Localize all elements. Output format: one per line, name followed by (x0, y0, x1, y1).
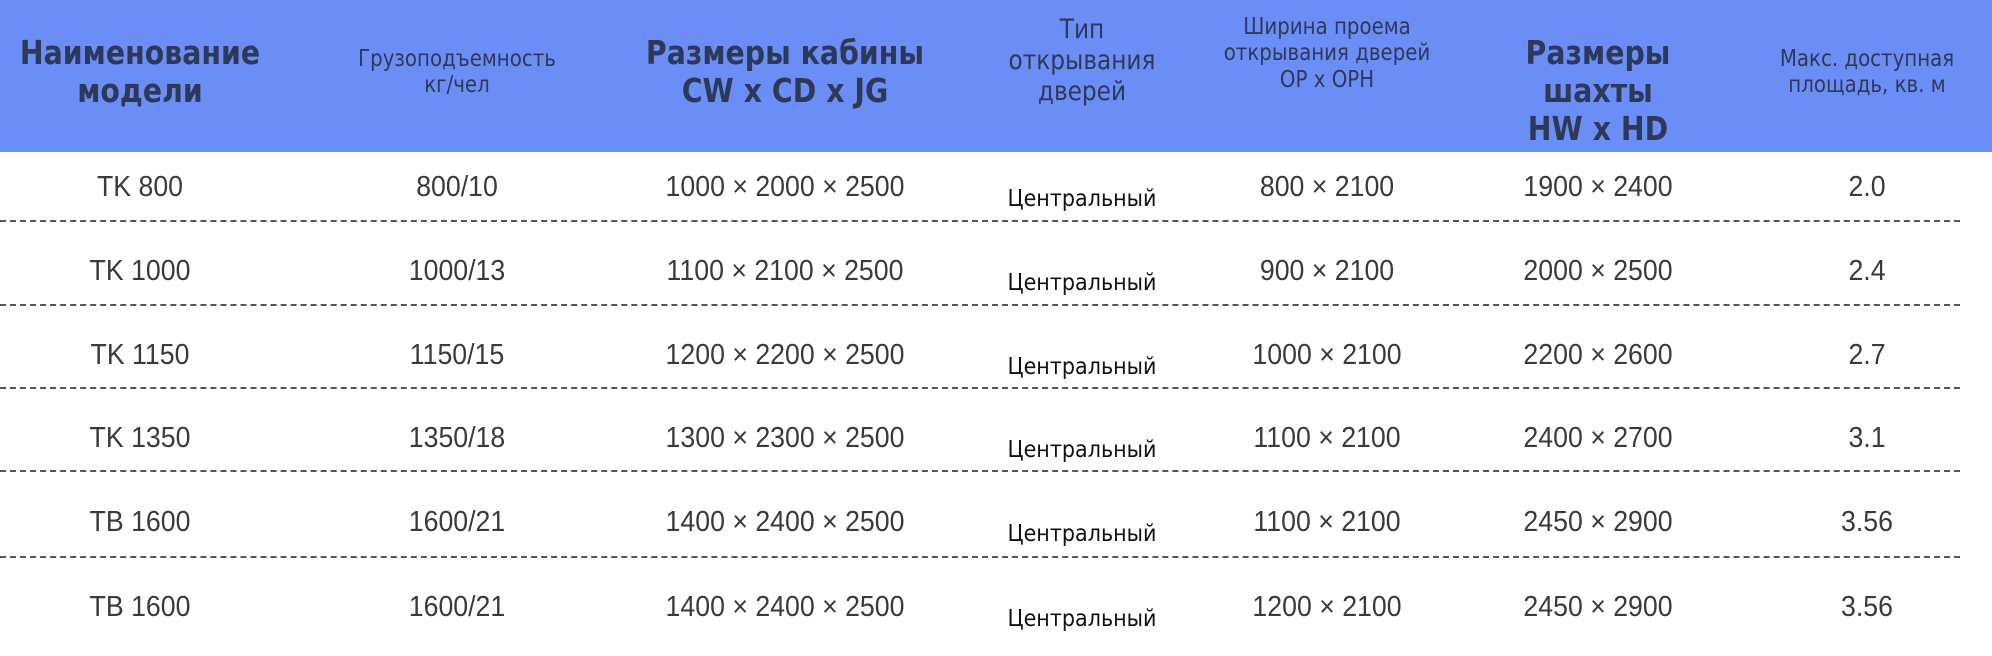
column-header-line: Грузоподъемность (358, 46, 556, 72)
column-header: Тип открывания дверей (996, 0, 1168, 166)
column-header-line: HW x HD (1527, 108, 1669, 148)
table-cell: 1200 × 2200 × 2500 (665, 338, 905, 371)
table-row: TK 1150 1150/15 1200 × 2200 × 2500 Централь… (0, 320, 1992, 404)
column-header: Размеры шахты HW x HD (1469, 0, 1727, 186)
table-cell: 1400 × 2400 × 2500 (665, 505, 905, 538)
table-cell: 2.4 (1848, 254, 1886, 287)
table-row: TK 1000 1000/13 1100 × 2100 × 2500 Централь… (0, 236, 1992, 320)
table-cell: 2450 × 2900 (1523, 505, 1673, 538)
table-cell: 800/10 (416, 170, 498, 203)
table-header: Наименование модели Грузоподъемность кг/чел… (0, 0, 1992, 152)
column-header-line: дверей (1037, 76, 1127, 108)
column-header-line: кг/чел (424, 72, 490, 99)
table-cell: TK 1000 (89, 254, 191, 287)
column-header: Наименование модели (11, 0, 269, 186)
table-row: TK 800 800/10 1000 × 2000 × 2500 Центральны… (0, 152, 1992, 236)
table-cell: 900 × 2100 (1259, 254, 1395, 287)
table-cell: 2200 × 2600 (1523, 338, 1673, 371)
column-header: Грузоподъемность кг/чел (328, 0, 586, 198)
row-divider (0, 387, 1960, 389)
table-cell: 1350/18 (408, 421, 506, 454)
table-cell: 1400 × 2400 × 2500 (665, 590, 905, 623)
table-cell: 1100 × 2100 (1253, 421, 1401, 454)
column-header-line: площадь, кв. м (1788, 72, 1946, 99)
table-cell: TK 1350 (89, 421, 191, 454)
column-header-line: Ширина проема (1243, 14, 1411, 40)
column-header-line: модели (77, 70, 203, 110)
table-cell: Центральный (1007, 437, 1157, 463)
column-header-line: открывания дверей (1223, 40, 1431, 67)
table-cell: Центральный (1007, 354, 1157, 380)
column-header: Ширина проема открывания дверей OP x OPH (1198, 0, 1456, 166)
table-cell: 2.0 (1848, 170, 1886, 203)
row-divider (0, 220, 1960, 222)
table-cell: 1200 × 2100 (1252, 590, 1402, 623)
table-cell: 1000 × 2000 × 2500 (665, 170, 905, 203)
column-header: Макс. доступная площадь, кв. м (1755, 0, 1979, 198)
table-cell: 1900 × 2400 (1523, 170, 1673, 203)
column-header-line: OP x OPH (1279, 66, 1375, 93)
table-cell: 1150/15 (409, 338, 505, 371)
column-header-line: Тип (1059, 14, 1105, 45)
table-cell: TB 1600 (89, 505, 191, 538)
table-cell: 1600/21 (408, 505, 506, 538)
table-cell: TK 800 (96, 170, 184, 203)
table-cell: 1000/13 (408, 254, 506, 287)
column-header-line: Размеры шахты (1525, 33, 1671, 110)
table-cell: 3.56 (1841, 590, 1893, 623)
row-divider (0, 556, 1960, 558)
column-header-line: открывания (1008, 45, 1156, 77)
table-row: TB 1600 1600/21 1400 × 2400 × 2500 Централь… (0, 487, 1992, 571)
table-cell: Центральный (1007, 270, 1157, 296)
table-cell: 2400 × 2700 (1523, 421, 1673, 454)
column-header-line: Макс. доступная (1779, 46, 1955, 72)
table-cell: 2450 × 2900 (1523, 590, 1673, 623)
table-cell: 2000 × 2500 (1523, 254, 1673, 287)
table-cell: 3.1 (1848, 421, 1886, 454)
table-cell: 3.56 (1841, 505, 1893, 538)
table-cell: 1300 × 2300 × 2500 (665, 421, 905, 454)
table-row: TB 1600 1600/21 1400 × 2400 × 2500 Централь… (0, 572, 1992, 656)
table-cell: 2.7 (1848, 338, 1886, 371)
table-cell: TB 1600 (89, 590, 191, 623)
column-header-line: CW x CD x JG (681, 70, 889, 110)
table-cell: TK 1150 (90, 338, 190, 371)
table-cell: 1100 × 2100 (1253, 505, 1401, 538)
table-row: TK 1350 1350/18 1300 × 2300 × 2500 Централь… (0, 403, 1992, 487)
column-header-line: Наименование (19, 33, 261, 72)
row-divider (0, 470, 1960, 472)
table-cell: Центральный (1007, 521, 1157, 547)
table-cell: 800 × 2100 (1259, 170, 1395, 203)
table-cell: 1100 × 2100 × 2500 (666, 254, 904, 287)
table-cell: Центральный (1007, 186, 1157, 212)
column-header: Размеры кабины CW x CD x JG (622, 0, 949, 186)
table-cell: 1600/21 (408, 590, 506, 623)
column-header-line: Размеры кабины (645, 33, 925, 72)
row-divider (0, 304, 1960, 306)
table-cell: 1000 × 2100 (1252, 338, 1402, 371)
table-cell: Центральный (1007, 606, 1157, 632)
